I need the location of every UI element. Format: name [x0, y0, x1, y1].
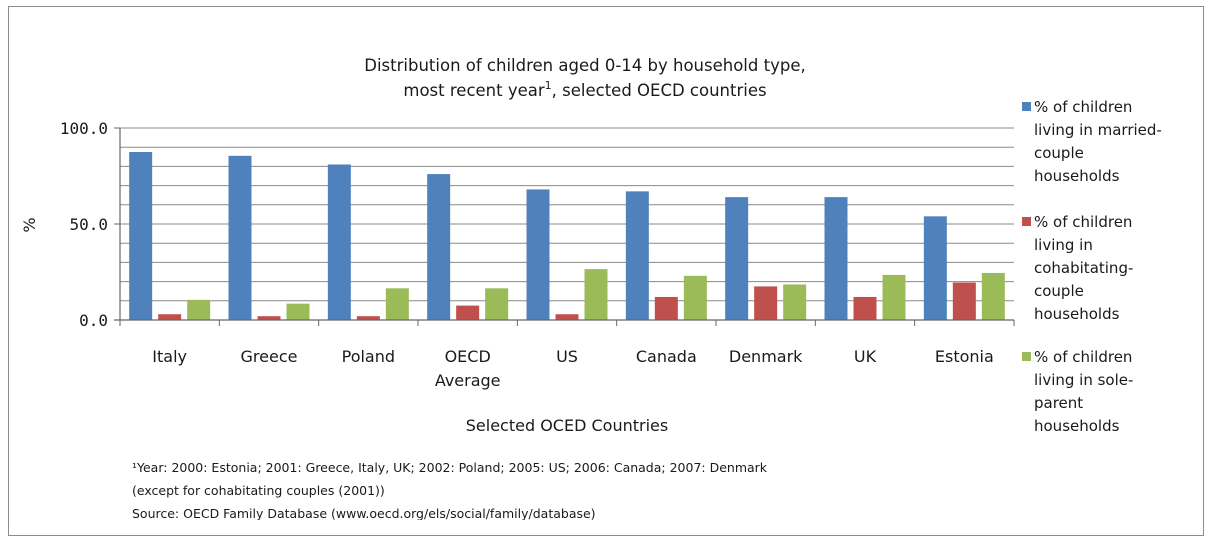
legend: % of children living in married-couple hou…	[1022, 98, 1162, 435]
chart-title-line2-start: most recent year	[403, 81, 544, 100]
bar	[555, 314, 579, 320]
category-label: Poland	[342, 347, 395, 366]
legend-label: % of children	[1034, 213, 1132, 231]
bar	[385, 288, 409, 320]
bar	[129, 152, 153, 320]
gridlines	[120, 127, 1014, 302]
bar	[356, 316, 380, 320]
legend-label: couple	[1034, 144, 1084, 162]
bar	[725, 197, 749, 320]
footnotes: ¹Year: 2000: Estonia; 2001: Greece, Ital…	[132, 460, 768, 520]
category-label: Denmark	[729, 347, 803, 366]
category-label: OECD	[445, 347, 491, 366]
chart-title-line2-end: , selected OECD countries	[552, 81, 767, 100]
bar	[286, 303, 310, 320]
bar	[923, 216, 947, 320]
legend-swatch	[1022, 352, 1031, 361]
bar	[257, 316, 281, 320]
category-label: Estonia	[935, 347, 994, 366]
x-axis-title: Selected OCED Countries	[466, 416, 668, 435]
bar	[228, 155, 252, 320]
axes-group: 0.0 50.0 100.0 Italy Greece Poland OECD Average…	[60, 119, 1015, 390]
bar	[754, 286, 778, 320]
category-label: Canada	[636, 347, 697, 366]
bar	[526, 189, 550, 320]
y-axis-title: %	[20, 217, 39, 232]
legend-label: cohabitating-	[1034, 259, 1133, 277]
chart-canvas: 0.0 50.0 100.0 Italy Greece Poland OECD Average…	[20, 56, 1162, 520]
chart-title-line2: most recent year1, selected OECD countri…	[403, 79, 766, 100]
category-label: Greece	[241, 347, 298, 366]
bar	[187, 299, 211, 320]
chart-title-superscript: 1	[545, 79, 552, 92]
legend-label: couple	[1034, 282, 1084, 300]
legend-label: households	[1034, 167, 1120, 185]
category-label: US	[556, 347, 578, 366]
legend-label: % of children	[1034, 98, 1132, 116]
footnote-line: ¹Year: 2000: Estonia; 2001: Greece, Ital…	[132, 460, 768, 475]
y-tick-label: 100.0	[60, 119, 108, 138]
bar	[683, 275, 707, 320]
legend-swatch	[1022, 217, 1031, 226]
bar	[824, 197, 848, 320]
chart-title: Distribution of children aged 0-14 by ho…	[364, 56, 805, 75]
bar	[158, 314, 182, 320]
legend-label: living in married-	[1034, 121, 1162, 139]
bar	[853, 296, 877, 320]
legend-label: households	[1034, 305, 1120, 323]
legend-label: living in sole-	[1034, 371, 1133, 389]
legend-swatch	[1022, 102, 1031, 111]
legend-label: living in	[1034, 236, 1093, 254]
bar	[427, 174, 451, 320]
category-label: Average	[435, 371, 501, 390]
bar	[327, 164, 351, 320]
footnote-line: Source: OECD Family Database (www.oecd.o…	[132, 506, 596, 520]
y-tick-label: 50.0	[69, 215, 108, 234]
bar	[485, 288, 509, 320]
bar	[952, 282, 976, 320]
bars-group	[129, 152, 1005, 320]
bar	[981, 272, 1005, 320]
legend-label: households	[1034, 417, 1120, 435]
bar	[783, 284, 807, 320]
y-tick-label: 0.0	[79, 311, 108, 330]
bar	[625, 191, 649, 320]
category-label: UK	[854, 347, 877, 366]
footnote-line: (except for cohabitating couples (2001))	[132, 483, 385, 498]
legend-label: % of children	[1034, 348, 1132, 366]
legend-label: parent	[1034, 394, 1083, 412]
bar	[882, 274, 906, 320]
category-label: Italy	[152, 347, 187, 366]
bar	[584, 269, 608, 320]
bar	[456, 305, 480, 320]
bar	[654, 296, 678, 320]
